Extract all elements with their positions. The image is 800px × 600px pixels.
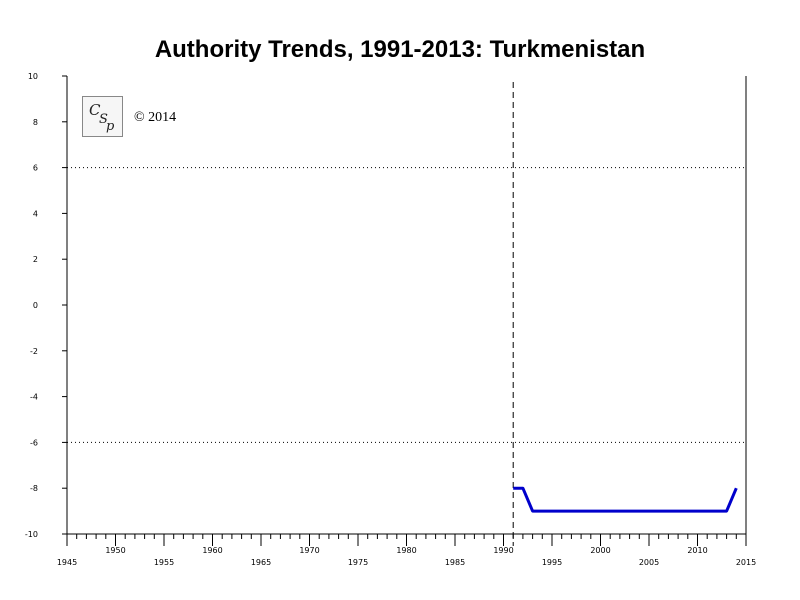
series-line (513, 486, 738, 513)
x-tick-label: 1985 (445, 558, 465, 567)
svg-text:S: S (99, 112, 108, 127)
y-tick-label: -8 (30, 484, 38, 493)
x-tick-label: 1960 (202, 546, 222, 555)
chart-title: Authority Trends, 1991-2013: Turkmenista… (154, 36, 646, 63)
x-tick-label: 1995 (542, 558, 562, 567)
y-tick-label: -10 (25, 530, 38, 539)
x-tick-label: 1950 (105, 546, 125, 555)
y-tick-label: 8 (33, 118, 38, 127)
y-tick-label: 6 (33, 164, 38, 173)
y-tick-label: 10 (28, 72, 38, 81)
x-tick-label: 1970 (299, 546, 319, 555)
y-tick-label: -4 (30, 393, 38, 402)
y-tick-label: -2 (30, 347, 38, 356)
csp-logo-icon: C S p (82, 96, 123, 137)
x-tick-label: 2000 (590, 546, 610, 555)
x-tick-label: 1990 (493, 546, 513, 555)
svg-text:p: p (106, 119, 115, 134)
svg-text:C: C (89, 101, 101, 119)
x-tick-label: 2015 (736, 558, 756, 567)
y-tick-label: 0 (33, 301, 38, 310)
x-tick-label: 1975 (348, 558, 368, 567)
x-tick-label: 1955 (154, 558, 174, 567)
x-tick-label: 1980 (396, 546, 416, 555)
y-tick-label: -6 (30, 438, 38, 447)
y-tick-label: 4 (33, 209, 38, 218)
y-tick-label: 2 (33, 255, 38, 264)
copyright-text: © 2014 (134, 110, 177, 125)
x-tick-label: 1965 (251, 558, 271, 567)
x-tick-label: 2005 (639, 558, 659, 567)
x-tick-label: 2010 (687, 546, 707, 555)
x-tick-label: 1945 (57, 558, 77, 567)
